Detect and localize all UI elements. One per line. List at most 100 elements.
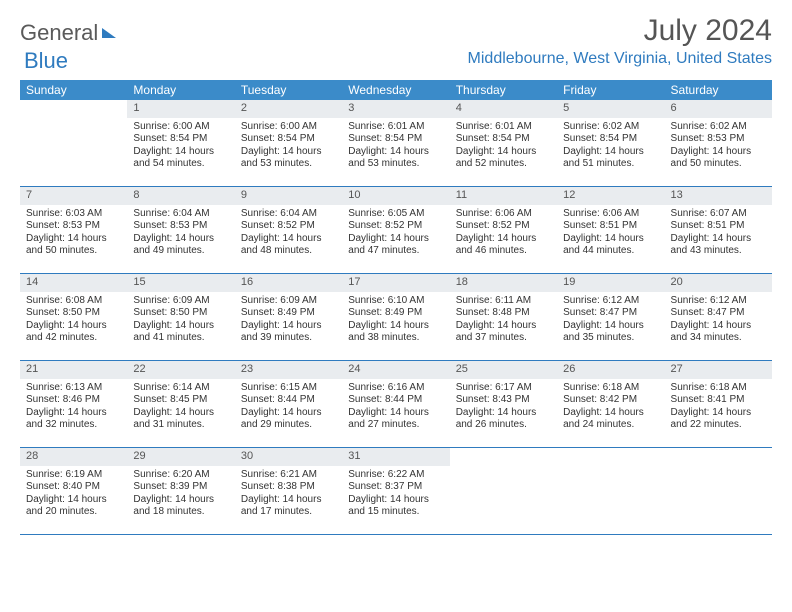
sunset-text: Sunset: 8:46 PM (26, 394, 121, 407)
day-header: Monday (127, 80, 234, 100)
daylight1-text: Daylight: 14 hours (671, 146, 766, 159)
day-number: 12 (557, 187, 664, 205)
sunrise-text: Sunrise: 6:18 AM (563, 382, 658, 395)
sunset-text: Sunset: 8:40 PM (26, 481, 121, 494)
daylight2-text: and 46 minutes. (456, 245, 551, 258)
sunrise-text: Sunrise: 6:11 AM (456, 295, 551, 308)
week-row: 1Sunrise: 6:00 AMSunset: 8:54 PMDaylight… (20, 100, 772, 187)
daylight2-text: and 53 minutes. (241, 158, 336, 171)
sunset-text: Sunset: 8:42 PM (563, 394, 658, 407)
day-body: Sunrise: 6:20 AMSunset: 8:39 PMDaylight:… (127, 466, 234, 523)
sunset-text: Sunset: 8:43 PM (456, 394, 551, 407)
day-number: 24 (342, 361, 449, 379)
day-number: 9 (235, 187, 342, 205)
daylight1-text: Daylight: 14 hours (133, 494, 228, 507)
daylight2-text: and 17 minutes. (241, 506, 336, 519)
day-number: 19 (557, 274, 664, 292)
sunrise-text: Sunrise: 6:02 AM (671, 121, 766, 134)
day-body: Sunrise: 6:01 AMSunset: 8:54 PMDaylight:… (342, 118, 449, 175)
daylight2-text: and 24 minutes. (563, 419, 658, 432)
day-number: 30 (235, 448, 342, 466)
sunset-text: Sunset: 8:52 PM (348, 220, 443, 233)
day-number: 17 (342, 274, 449, 292)
sunset-text: Sunset: 8:50 PM (26, 307, 121, 320)
daylight1-text: Daylight: 14 hours (241, 494, 336, 507)
day-number: 22 (127, 361, 234, 379)
sunrise-text: Sunrise: 6:22 AM (348, 469, 443, 482)
day-body: Sunrise: 6:12 AMSunset: 8:47 PMDaylight:… (665, 292, 772, 349)
day-cell: 23Sunrise: 6:15 AMSunset: 8:44 PMDayligh… (235, 361, 342, 447)
daylight1-text: Daylight: 14 hours (348, 320, 443, 333)
sunset-text: Sunset: 8:38 PM (241, 481, 336, 494)
daylight2-text: and 49 minutes. (133, 245, 228, 258)
sunset-text: Sunset: 8:54 PM (348, 133, 443, 146)
sunset-text: Sunset: 8:49 PM (348, 307, 443, 320)
day-number: 3 (342, 100, 449, 118)
daylight2-text: and 51 minutes. (563, 158, 658, 171)
daylight1-text: Daylight: 14 hours (26, 233, 121, 246)
sunset-text: Sunset: 8:51 PM (671, 220, 766, 233)
day-cell: 25Sunrise: 6:17 AMSunset: 8:43 PMDayligh… (450, 361, 557, 447)
day-cell (557, 448, 664, 534)
daylight2-text: and 54 minutes. (133, 158, 228, 171)
daylight1-text: Daylight: 14 hours (563, 407, 658, 420)
sunrise-text: Sunrise: 6:07 AM (671, 208, 766, 221)
day-number: 27 (665, 361, 772, 379)
day-body: Sunrise: 6:08 AMSunset: 8:50 PMDaylight:… (20, 292, 127, 349)
daylight1-text: Daylight: 14 hours (26, 494, 121, 507)
day-number: 13 (665, 187, 772, 205)
daylight2-text: and 32 minutes. (26, 419, 121, 432)
daylight1-text: Daylight: 14 hours (456, 407, 551, 420)
day-cell: 30Sunrise: 6:21 AMSunset: 8:38 PMDayligh… (235, 448, 342, 534)
day-body: Sunrise: 6:00 AMSunset: 8:54 PMDaylight:… (127, 118, 234, 175)
day-body: Sunrise: 6:04 AMSunset: 8:52 PMDaylight:… (235, 205, 342, 262)
sunrise-text: Sunrise: 6:12 AM (563, 295, 658, 308)
daylight1-text: Daylight: 14 hours (241, 146, 336, 159)
daylight2-text: and 26 minutes. (456, 419, 551, 432)
daylight1-text: Daylight: 14 hours (26, 407, 121, 420)
day-cell: 8Sunrise: 6:04 AMSunset: 8:53 PMDaylight… (127, 187, 234, 273)
daylight2-text: and 18 minutes. (133, 506, 228, 519)
day-cell: 5Sunrise: 6:02 AMSunset: 8:54 PMDaylight… (557, 100, 664, 186)
day-number: 6 (665, 100, 772, 118)
day-cell: 28Sunrise: 6:19 AMSunset: 8:40 PMDayligh… (20, 448, 127, 534)
daylight2-text: and 50 minutes. (26, 245, 121, 258)
sunset-text: Sunset: 8:53 PM (671, 133, 766, 146)
day-number: 4 (450, 100, 557, 118)
day-cell (665, 448, 772, 534)
sunset-text: Sunset: 8:51 PM (563, 220, 658, 233)
week-row: 14Sunrise: 6:08 AMSunset: 8:50 PMDayligh… (20, 274, 772, 361)
sunrise-text: Sunrise: 6:14 AM (133, 382, 228, 395)
sunset-text: Sunset: 8:47 PM (563, 307, 658, 320)
day-header: Sunday (20, 80, 127, 100)
day-number: 23 (235, 361, 342, 379)
daylight1-text: Daylight: 14 hours (563, 146, 658, 159)
day-body: Sunrise: 6:15 AMSunset: 8:44 PMDaylight:… (235, 379, 342, 436)
day-cell: 7Sunrise: 6:03 AMSunset: 8:53 PMDaylight… (20, 187, 127, 273)
day-number: 21 (20, 361, 127, 379)
sunrise-text: Sunrise: 6:04 AM (241, 208, 336, 221)
day-body: Sunrise: 6:06 AMSunset: 8:52 PMDaylight:… (450, 205, 557, 262)
sunrise-text: Sunrise: 6:18 AM (671, 382, 766, 395)
logo: General (20, 20, 118, 46)
daylight2-text: and 37 minutes. (456, 332, 551, 345)
day-body: Sunrise: 6:09 AMSunset: 8:49 PMDaylight:… (235, 292, 342, 349)
day-number: 18 (450, 274, 557, 292)
day-number: 2 (235, 100, 342, 118)
daylight2-text: and 35 minutes. (563, 332, 658, 345)
day-header: Wednesday (342, 80, 449, 100)
day-body: Sunrise: 6:00 AMSunset: 8:54 PMDaylight:… (235, 118, 342, 175)
day-body: Sunrise: 6:17 AMSunset: 8:43 PMDaylight:… (450, 379, 557, 436)
daylight2-text: and 38 minutes. (348, 332, 443, 345)
sunset-text: Sunset: 8:52 PM (241, 220, 336, 233)
day-body: Sunrise: 6:10 AMSunset: 8:49 PMDaylight:… (342, 292, 449, 349)
day-cell: 17Sunrise: 6:10 AMSunset: 8:49 PMDayligh… (342, 274, 449, 360)
day-header: Friday (557, 80, 664, 100)
day-cell: 3Sunrise: 6:01 AMSunset: 8:54 PMDaylight… (342, 100, 449, 186)
sunrise-text: Sunrise: 6:00 AM (133, 121, 228, 134)
daylight1-text: Daylight: 14 hours (133, 320, 228, 333)
daylight1-text: Daylight: 14 hours (671, 407, 766, 420)
sunset-text: Sunset: 8:44 PM (241, 394, 336, 407)
day-cell: 13Sunrise: 6:07 AMSunset: 8:51 PMDayligh… (665, 187, 772, 273)
day-cell: 15Sunrise: 6:09 AMSunset: 8:50 PMDayligh… (127, 274, 234, 360)
